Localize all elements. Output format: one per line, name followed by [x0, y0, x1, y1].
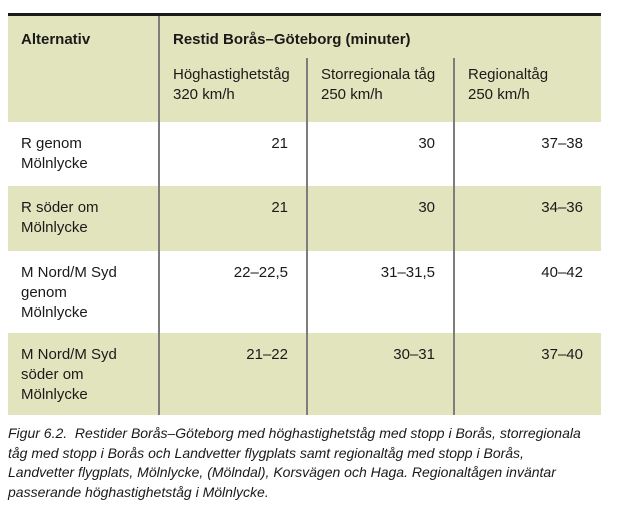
value-cell: 37–38	[453, 122, 601, 186]
header-cell-hoghastighetstag: Höghastighetståg 320 km/h	[158, 58, 306, 122]
column-speed: 250 km/h	[321, 86, 383, 103]
value-cell: 21–22	[158, 333, 306, 415]
column-speed: 250 km/h	[468, 86, 530, 103]
value-cell: 30–31	[306, 333, 453, 415]
header-cell-travel-time-title: Restid Borås–Göteborg (minuter)	[158, 16, 601, 58]
column-name: Regionaltåg	[468, 66, 549, 83]
row-label-r-genom-molnlycke: R genom Mölnlycke	[8, 122, 158, 186]
header-cell-regionaltag: Regionaltåg 250 km/h	[453, 58, 601, 122]
value-cell: 21	[158, 122, 306, 186]
value-cell: 34–36	[453, 186, 601, 251]
column-name: Höghastighetståg	[173, 66, 290, 83]
value-cell: 22–22,5	[158, 251, 306, 333]
value-cell: 21	[158, 186, 306, 251]
value-cell: 30	[306, 186, 453, 251]
value-cell: 37–40	[453, 333, 601, 415]
figure-caption: Figur 6.2. Restider Borås–Göteborg med h…	[8, 425, 581, 500]
row-label-m-nord-m-syd-soder-om-molnlycke: M Nord/M Syd söder om Mölnlycke	[8, 333, 158, 415]
header-cell-storregionala-tag: Storregionala tåg 250 km/h	[306, 58, 453, 122]
column-name: Storregionala tåg	[321, 66, 436, 83]
value-cell: 30	[306, 122, 453, 186]
row-label-m-nord-m-syd-genom-molnlycke: M Nord/M Syd genom Mölnlycke	[8, 251, 158, 333]
column-speed: 320 km/h	[173, 86, 235, 103]
row-label-r-soder-om-molnlycke: R söder om Mölnlycke	[8, 186, 158, 251]
travel-time-table: Alternativ Restid Borås–Göteborg (minute…	[8, 13, 601, 415]
header-cell-alternativ: Alternativ	[8, 16, 158, 122]
value-cell: 40–42	[453, 251, 601, 333]
value-cell: 31–31,5	[306, 251, 453, 333]
